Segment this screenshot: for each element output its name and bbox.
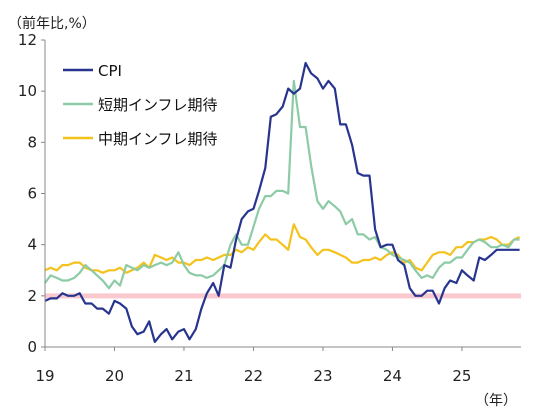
y-tick-label-8: 8 bbox=[27, 133, 37, 151]
x-tick-label-25: 25 bbox=[452, 367, 471, 385]
series-line-1 bbox=[44, 79, 520, 290]
legend-label-1: 短期インフレ期待 bbox=[98, 96, 218, 114]
y-axis-unit-label: （前年比,%） bbox=[8, 15, 96, 32]
y-tick-label-2: 2 bbox=[27, 287, 37, 305]
y-tick-label-6: 6 bbox=[27, 185, 37, 203]
x-tick-label-24: 24 bbox=[383, 367, 402, 385]
legend-label-0: CPI bbox=[98, 62, 122, 80]
series-line-0 bbox=[44, 61, 520, 343]
y-tick-label-12: 12 bbox=[18, 31, 37, 49]
legend-label-2: 中期インフレ期待 bbox=[98, 130, 218, 148]
series-layer bbox=[44, 61, 521, 343]
x-tick-label-19: 19 bbox=[35, 367, 54, 385]
series-line-2 bbox=[44, 223, 521, 274]
x-tick-label-20: 20 bbox=[105, 367, 124, 385]
y-tick-label-4: 4 bbox=[27, 236, 37, 254]
y-tick-label-10: 10 bbox=[18, 82, 37, 100]
x-tick-label-21: 21 bbox=[174, 367, 193, 385]
x-tick-label-22: 22 bbox=[244, 367, 263, 385]
x-axis-unit-label: （年） bbox=[475, 393, 517, 409]
y-tick-label-0: 0 bbox=[27, 338, 37, 356]
x-tick-label-23: 23 bbox=[313, 367, 332, 385]
